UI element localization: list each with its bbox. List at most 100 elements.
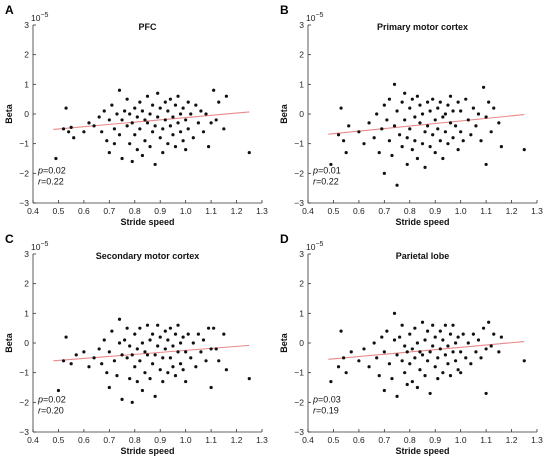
- y-tick-label: 0: [299, 338, 304, 348]
- data-point: [140, 341, 145, 345]
- chart-title: PFC: [139, 22, 158, 32]
- data-point: [150, 362, 155, 366]
- data-point: [448, 121, 453, 125]
- data-point: [385, 118, 389, 122]
- data-point: [392, 311, 397, 315]
- y-tick-label: 0: [24, 109, 29, 119]
- data-point: [392, 124, 397, 128]
- data-point: [64, 106, 68, 110]
- data-point: [461, 332, 465, 336]
- data-point: [176, 323, 180, 327]
- data-point: [459, 371, 463, 375]
- data-point: [385, 329, 389, 333]
- data-point: [123, 109, 127, 113]
- data-point: [206, 145, 211, 149]
- data-point: [168, 124, 172, 128]
- data-point: [443, 112, 447, 116]
- data-point: [438, 100, 442, 104]
- data-point: [415, 94, 420, 98]
- data-point: [357, 130, 361, 134]
- data-point: [97, 115, 101, 119]
- data-point: [448, 332, 453, 336]
- x-tick-label: 0.8: [404, 206, 416, 216]
- data-point: [72, 136, 76, 140]
- x-tick-label: 0.8: [129, 206, 141, 216]
- data-point: [100, 362, 104, 366]
- data-point: [135, 115, 139, 119]
- data-point: [410, 379, 414, 384]
- data-point: [487, 100, 491, 104]
- data-point: [464, 97, 468, 101]
- x-tick-label: 0.4: [27, 435, 39, 445]
- y-tick-label: 1: [299, 79, 304, 89]
- data-point: [466, 118, 470, 122]
- data-point: [178, 112, 183, 116]
- data-point: [138, 359, 142, 363]
- data-point: [382, 388, 386, 393]
- x-tick-label: 1.0: [180, 206, 192, 216]
- p-value: p=0.02: [37, 165, 66, 175]
- x-tick-label: 0.8: [404, 435, 416, 445]
- data-point: [128, 112, 132, 116]
- data-point: [446, 142, 450, 146]
- data-point: [153, 353, 157, 357]
- data-point: [408, 106, 412, 110]
- x-tick-label: 1.1: [480, 206, 492, 216]
- data-point: [372, 341, 376, 345]
- y-tick-label: 3: [24, 249, 29, 259]
- data-point: [74, 353, 78, 357]
- data-point: [133, 106, 137, 110]
- data-point: [395, 183, 399, 187]
- data-point: [178, 362, 183, 366]
- data-point: [382, 103, 386, 107]
- data-point: [138, 100, 142, 104]
- data-point: [143, 350, 147, 354]
- data-point: [362, 347, 366, 351]
- data-point: [349, 350, 353, 354]
- data-point: [456, 335, 460, 339]
- data-point: [181, 335, 185, 339]
- data-point: [163, 118, 167, 122]
- data-point: [247, 150, 251, 155]
- data-point: [194, 103, 198, 107]
- data-point: [217, 100, 221, 104]
- data-point: [418, 350, 422, 354]
- data-point: [428, 350, 432, 354]
- data-point: [441, 156, 445, 161]
- data-point: [173, 145, 178, 149]
- data-point: [456, 100, 460, 104]
- data-point: [130, 121, 134, 125]
- data-point: [69, 362, 73, 366]
- data-point: [189, 356, 193, 360]
- x-tick-label: 1.0: [455, 435, 467, 445]
- regression-line: [53, 344, 250, 362]
- x-tick-label: 1.3: [256, 206, 268, 216]
- data-point: [115, 374, 119, 378]
- data-point: [446, 362, 450, 366]
- y-tick-label: −1: [294, 368, 304, 378]
- data-point: [112, 359, 117, 363]
- data-point: [336, 365, 341, 369]
- x-tick-label: 0.5: [328, 206, 340, 216]
- data-point: [143, 118, 147, 122]
- data-point: [153, 394, 157, 398]
- data-point: [497, 350, 501, 354]
- data-point: [403, 371, 407, 375]
- data-point: [186, 332, 190, 336]
- panel-d: D 0.4 0.5 0.6 0.7 0.8 0.9 1.0 1.1 1.2 1.3 3 2 1 0 −1 −2 −…: [279, 232, 543, 456]
- data-point: [395, 109, 399, 113]
- data-point: [375, 112, 379, 116]
- data-point: [181, 139, 185, 143]
- data-point: [476, 112, 481, 116]
- panel-letter: A: [5, 3, 14, 17]
- x-tick-label: 1.2: [506, 435, 518, 445]
- y-tick-label: 3: [299, 249, 304, 259]
- data-point: [199, 350, 203, 354]
- data-point: [459, 130, 463, 134]
- data-point: [476, 338, 481, 342]
- data-point: [431, 97, 435, 101]
- data-point: [135, 379, 139, 384]
- data-point: [181, 368, 185, 372]
- data-point: [128, 142, 132, 146]
- data-point: [125, 326, 129, 330]
